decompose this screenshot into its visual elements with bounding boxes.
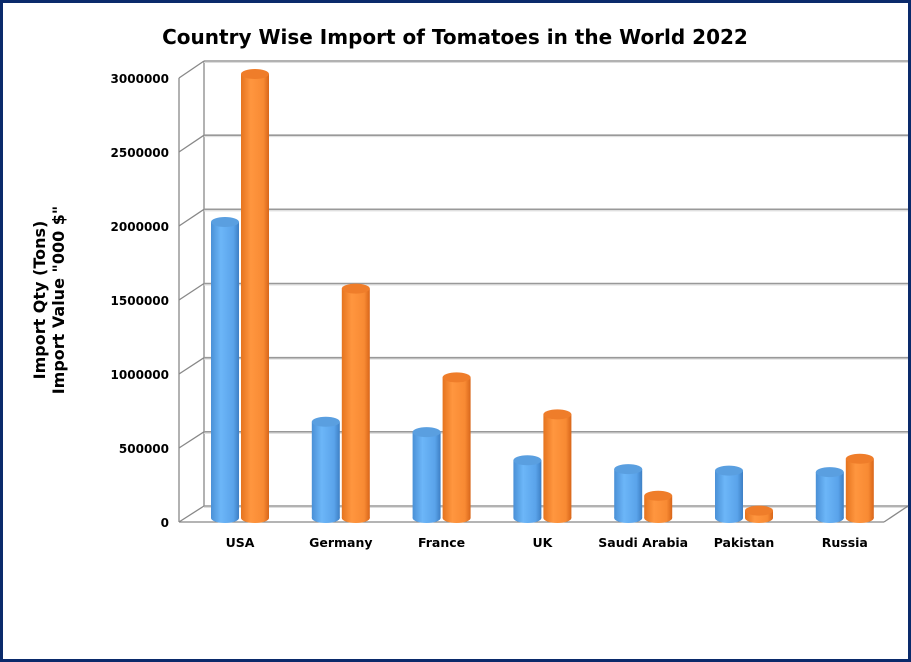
bar-body <box>715 470 743 518</box>
bar-top <box>241 69 269 79</box>
side-gridline <box>178 60 205 79</box>
bar-top <box>311 416 340 427</box>
bar-body <box>341 288 370 518</box>
bar-body <box>211 222 239 518</box>
chart-title: Country Wise Import of Tomatoes in the W… <box>162 25 748 49</box>
side-gridline <box>178 357 205 375</box>
y-axis-label-line-1: Import Qty (Tons) <box>30 221 49 380</box>
bar-top <box>614 464 643 475</box>
bar-body <box>644 495 673 518</box>
bar <box>614 464 643 523</box>
bar-top <box>513 455 542 466</box>
y-axis-label-line-2: Import Value "000 $" <box>49 206 68 395</box>
y-tick-label: 2500000 <box>111 146 169 160</box>
y-tick-label: 2000000 <box>111 220 169 234</box>
bar <box>412 427 441 523</box>
bar <box>211 217 239 523</box>
x-tick-label: Saudi Arabia <box>598 535 688 550</box>
side-gridline <box>178 505 205 523</box>
y-tick-label: 1000000 <box>111 368 169 382</box>
bar-top <box>211 217 239 227</box>
bar <box>815 467 844 523</box>
bar-top <box>543 409 572 420</box>
side-gridline <box>178 282 205 301</box>
bar-body <box>845 458 874 518</box>
x-tick-label: Pakistan <box>714 535 775 550</box>
bar <box>513 455 542 523</box>
bar-top <box>412 427 441 438</box>
bar-body <box>815 472 844 518</box>
bar-body <box>241 74 269 518</box>
x-tick-label: UK <box>532 535 553 550</box>
bar <box>644 490 673 523</box>
y-tick-label: 0 <box>161 516 169 530</box>
bar-top <box>745 505 773 516</box>
side-gridline <box>178 134 205 153</box>
bar-body <box>442 377 471 518</box>
bar-top <box>815 467 844 478</box>
y-tick-label: 500000 <box>119 442 169 456</box>
bar-top <box>715 465 743 476</box>
bar-top <box>845 453 874 464</box>
bar <box>543 409 572 523</box>
x-tick-label: Germany <box>309 535 372 550</box>
bar-top <box>644 490 673 501</box>
bar-body <box>614 469 643 518</box>
x-tick-label: USA <box>226 535 255 550</box>
bar-body <box>513 460 542 518</box>
y-tick-label: 3000000 <box>111 72 169 86</box>
bar-body <box>412 432 441 518</box>
side-gridline <box>178 431 205 449</box>
bar <box>442 372 471 523</box>
bar-top <box>442 372 471 383</box>
bar-body <box>311 421 340 518</box>
x-tick-label: France <box>418 535 465 550</box>
bar-top <box>341 283 370 294</box>
bar <box>341 283 370 523</box>
bar <box>715 465 743 523</box>
bar <box>311 416 340 523</box>
y-tick-label: 1500000 <box>111 294 169 308</box>
x-tick-label: Russia <box>822 535 868 550</box>
bar <box>745 505 773 523</box>
floor-right-edge <box>883 505 909 523</box>
side-gridline <box>178 208 205 227</box>
bar-body <box>543 414 572 518</box>
bar <box>845 453 874 523</box>
bar <box>241 69 269 523</box>
